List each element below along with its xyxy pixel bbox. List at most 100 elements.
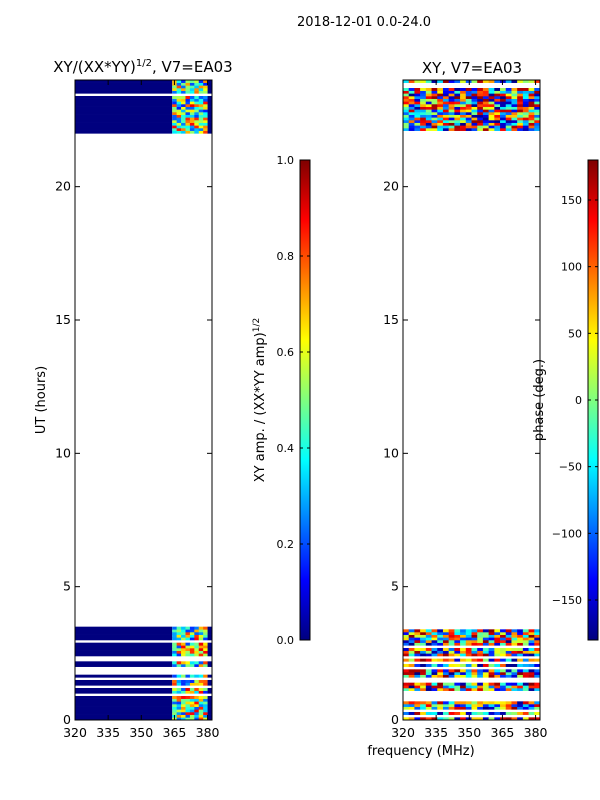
- heatmap-cell: [528, 658, 535, 662]
- heatmap-cell: [500, 114, 507, 118]
- heatmap-cell: [403, 706, 410, 710]
- heatmap-cell: [482, 96, 489, 99]
- heatmap-cell: [198, 645, 204, 649]
- heatmap-cell: [500, 125, 507, 129]
- heatmap-cell: [185, 701, 191, 705]
- heatmap-cell: [500, 658, 507, 662]
- heatmap-cell: [454, 688, 461, 691]
- heatmap-cell: [505, 117, 512, 121]
- heatmap-cell: [75, 650, 173, 654]
- heatmap-cell: [448, 120, 455, 123]
- heatmap-cell: [172, 650, 177, 654]
- heatmap-cell: [465, 104, 472, 107]
- heatmap-cell: [488, 90, 495, 94]
- heatmap-cell: [207, 648, 212, 651]
- heatmap-cell: [194, 632, 200, 635]
- heatmap-cell: [517, 632, 524, 635]
- heatmap-cell: [505, 712, 512, 715]
- heatmap-cell: [500, 688, 507, 691]
- heatmap-cell: [75, 122, 173, 126]
- heatmap-cell: [408, 96, 415, 99]
- heatmap-cell: [198, 104, 204, 107]
- heatmap-cell: [185, 626, 191, 630]
- heatmap-cell: [454, 634, 461, 638]
- heatmap-cell: [494, 650, 501, 654]
- heatmap-cell: [511, 112, 518, 115]
- heatmap-cell: [442, 704, 449, 707]
- heatmap-cell: [517, 96, 524, 99]
- heatmap-cell: [482, 93, 489, 97]
- heatmap-cell: [454, 648, 461, 651]
- heatmap-cell: [511, 701, 518, 705]
- heatmap-cell: [437, 717, 444, 721]
- heatmap-cell: [207, 650, 212, 654]
- heatmap-cell: [189, 682, 195, 686]
- heatmap-cell: [522, 93, 529, 97]
- heatmap-cell: [465, 701, 472, 705]
- heatmap-cell: [505, 648, 512, 651]
- heatmap-cell: [460, 101, 467, 105]
- heatmap-cell: [431, 96, 438, 99]
- heatmap-cell: [471, 640, 478, 643]
- heatmap-cell: [185, 101, 191, 105]
- heatmap-cell: [181, 661, 186, 665]
- heatmap-cell: [414, 664, 421, 667]
- heatmap-cell: [460, 632, 467, 635]
- heatmap-cell: [522, 101, 529, 105]
- heatmap-cell: [408, 634, 415, 638]
- heatmap-cell: [189, 109, 195, 113]
- heatmap-cell: [437, 90, 444, 94]
- heatmap-cell: [194, 90, 200, 94]
- heatmap-cell: [511, 122, 518, 126]
- heatmap-cell: [203, 130, 208, 134]
- heatmap-cell: [431, 650, 438, 654]
- heatmap-cell: [522, 109, 529, 113]
- heatmap-cell: [194, 109, 200, 113]
- heatmap-cell: [477, 114, 484, 118]
- heatmap-cell: [494, 96, 501, 99]
- heatmap-cell: [534, 634, 541, 638]
- heatmap-cell: [403, 629, 410, 633]
- heatmap-cell: [511, 658, 518, 662]
- heatmap-cell: [482, 637, 489, 641]
- heatmap-cell: [425, 93, 432, 97]
- heatmap-cell: [198, 125, 204, 129]
- heatmap-cell: [172, 117, 177, 121]
- heatmap-cell: [448, 125, 455, 129]
- heatmap-cell: [442, 701, 449, 705]
- heatmap-cell: [505, 80, 512, 83]
- heatmap-cell: [477, 80, 484, 83]
- heatmap-cell: [471, 672, 478, 675]
- heatmap-cell: [522, 704, 529, 707]
- heatmap-cell: [442, 634, 449, 638]
- heatmap-cell: [198, 637, 204, 641]
- heatmap-cell: [482, 101, 489, 105]
- heatmap-cell: [488, 640, 495, 643]
- heatmap-cell: [408, 701, 415, 705]
- heatmap-cell: [403, 90, 410, 94]
- heatmap-cell: [172, 634, 177, 638]
- heatmap-cell: [207, 642, 212, 646]
- heatmap-cell: [431, 664, 438, 667]
- heatmap-cell: [414, 688, 421, 691]
- heatmap-cell: [414, 706, 421, 710]
- heatmap-cell: [460, 664, 467, 667]
- heatmap-cell: [185, 112, 191, 115]
- heatmap-cell: [437, 80, 444, 83]
- heatmap-cell: [442, 642, 449, 646]
- heatmap-cell: [181, 128, 186, 131]
- heatmap-cell: [534, 88, 541, 91]
- heatmap-cell: [198, 704, 204, 707]
- heatmap-cell: [534, 109, 541, 113]
- heatmap-cell: [471, 98, 478, 102]
- heatmap-cell: [454, 101, 461, 105]
- heatmap-cell: [522, 117, 529, 121]
- heatmap-cell: [505, 669, 512, 673]
- colorbar-tick-label: 0.8: [277, 250, 295, 263]
- heatmap-cell: [517, 117, 524, 121]
- heatmap-cell: [534, 122, 541, 126]
- heatmap-cell: [75, 645, 173, 649]
- heatmap-cell: [176, 682, 182, 686]
- heatmap-cell: [172, 664, 177, 667]
- heatmap-cell: [477, 117, 484, 121]
